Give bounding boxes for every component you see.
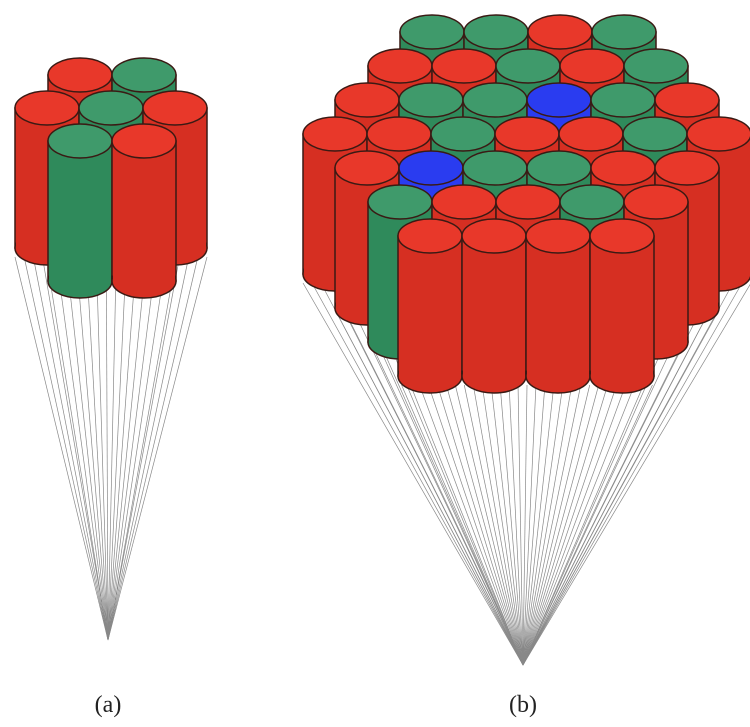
cylinder-top: [431, 117, 495, 151]
cylinder-top: [463, 83, 527, 117]
cylinder-body-fill: [49, 141, 111, 281]
fiber-line: [108, 290, 125, 640]
fiber-line: [419, 385, 523, 665]
cylinder-top: [368, 49, 432, 83]
cylinder-top: [591, 151, 655, 185]
fiber-line: [108, 257, 198, 640]
fiber-line: [523, 385, 608, 665]
cylinder-top: [592, 15, 656, 49]
fiber-line: [455, 385, 523, 665]
fiber-line: [393, 351, 523, 665]
fiber-line: [411, 385, 523, 665]
cylinder-top: [687, 117, 750, 151]
fiber-line: [523, 385, 643, 665]
cylinder-top: [560, 49, 624, 83]
cylinder-top: [591, 83, 655, 117]
fiber-line: [108, 290, 143, 640]
cylinder-top: [463, 151, 527, 185]
cylinder-top: [112, 58, 176, 92]
fiber-line: [384, 351, 523, 665]
cylinder-top: [335, 83, 399, 117]
cylinder-top: [624, 49, 688, 83]
cylinder-top: [432, 185, 496, 219]
cylinder: [112, 124, 176, 298]
fiber-line: [523, 385, 590, 665]
fiber-line: [52, 290, 108, 640]
cylinder-top: [48, 58, 112, 92]
cylinder-top: [399, 83, 463, 117]
cylinder-body-fill: [399, 236, 461, 376]
cylinder-top: [112, 124, 176, 158]
fiber-line: [375, 351, 523, 665]
cylinder-top: [398, 219, 462, 253]
cylinder-top: [143, 91, 207, 125]
fiber-line: [523, 385, 581, 665]
fiber-line: [108, 257, 180, 640]
cylinder-body-fill: [527, 236, 589, 376]
cylinder-top: [303, 117, 367, 151]
fiber-line: [15, 257, 108, 640]
cylinder: [48, 124, 112, 298]
cylinder-body-fill: [591, 236, 653, 376]
panel-label: (a): [95, 692, 122, 718]
fiber-line: [402, 385, 523, 665]
cylinder-top: [559, 117, 623, 151]
cylinder-top: [496, 49, 560, 83]
cylinder-body-fill: [113, 141, 175, 281]
cylinder-top: [399, 151, 463, 185]
cylinder-top: [623, 117, 687, 151]
cylinder-top: [624, 185, 688, 219]
fiber-line: [437, 385, 523, 665]
fiber-line: [473, 385, 523, 665]
fiber-line: [518, 385, 523, 665]
cylinder-top: [79, 91, 143, 125]
panel-label: (b): [509, 692, 537, 718]
fiber-line: [523, 385, 617, 665]
cylinder: [462, 219, 526, 393]
fiber-line: [108, 257, 189, 640]
cylinder-top: [48, 124, 112, 158]
cylinder-top: [495, 117, 559, 151]
cylinder-top: [655, 151, 719, 185]
cylinder-top: [15, 91, 79, 125]
cylinder: [398, 219, 462, 393]
fiber-line: [79, 290, 108, 640]
fiber-line: [70, 290, 108, 640]
cylinder-top: [560, 185, 624, 219]
cylinder-top: [527, 83, 591, 117]
fiber-line: [108, 290, 170, 640]
cylinder-top: [400, 15, 464, 49]
cylinder-top: [335, 151, 399, 185]
diagram: (a) (b): [0, 0, 750, 727]
cylinder-top: [655, 83, 719, 117]
cylinder-top: [462, 219, 526, 253]
cylinder-top: [590, 219, 654, 253]
fiber-line: [464, 385, 523, 665]
cylinder: [526, 219, 590, 393]
cylinder: [590, 219, 654, 393]
fiber-line: [61, 290, 108, 640]
cylinder-top: [528, 15, 592, 49]
cylinder-top: [527, 151, 591, 185]
cylinder-bundles: [15, 15, 750, 393]
cylinder-top: [464, 15, 528, 49]
fiber-line: [24, 257, 108, 640]
cylinder-top: [367, 117, 431, 151]
cylinder-top: [432, 49, 496, 83]
cylinder-top: [496, 185, 560, 219]
fiber-line: [523, 385, 635, 665]
cylinder-top: [368, 185, 432, 219]
cylinder-top: [526, 219, 590, 253]
cylinder-body-fill: [463, 236, 525, 376]
fiber-line: [491, 385, 523, 665]
